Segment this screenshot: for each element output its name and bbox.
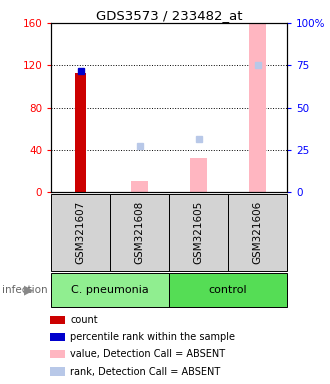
Text: ▶: ▶ [24, 283, 34, 296]
Text: percentile rank within the sample: percentile rank within the sample [70, 332, 235, 342]
Text: GSM321605: GSM321605 [194, 201, 204, 264]
Bar [190, 158, 207, 192]
Text: rank, Detection Call = ABSENT: rank, Detection Call = ABSENT [70, 366, 220, 377]
Text: value, Detection Call = ABSENT: value, Detection Call = ABSENT [70, 349, 225, 359]
Bar [228, 194, 287, 271]
Bar [249, 23, 266, 192]
Text: GSM321606: GSM321606 [252, 201, 263, 264]
Text: GSM321608: GSM321608 [135, 201, 145, 264]
Text: count: count [70, 314, 98, 325]
Title: GDS3573 / 233482_at: GDS3573 / 233482_at [96, 9, 242, 22]
Text: GSM321607: GSM321607 [76, 201, 86, 264]
Bar [50, 333, 65, 341]
Text: C. pneumonia: C. pneumonia [71, 285, 149, 295]
Bar [75, 73, 86, 192]
Bar [131, 182, 148, 192]
Bar [50, 316, 65, 324]
Bar [50, 350, 65, 358]
Text: infection: infection [2, 285, 47, 295]
Bar [50, 367, 65, 376]
Bar [51, 273, 169, 307]
Text: control: control [209, 285, 248, 295]
Bar [169, 194, 228, 271]
Bar [110, 194, 169, 271]
Bar [51, 194, 110, 271]
Bar [169, 273, 287, 307]
